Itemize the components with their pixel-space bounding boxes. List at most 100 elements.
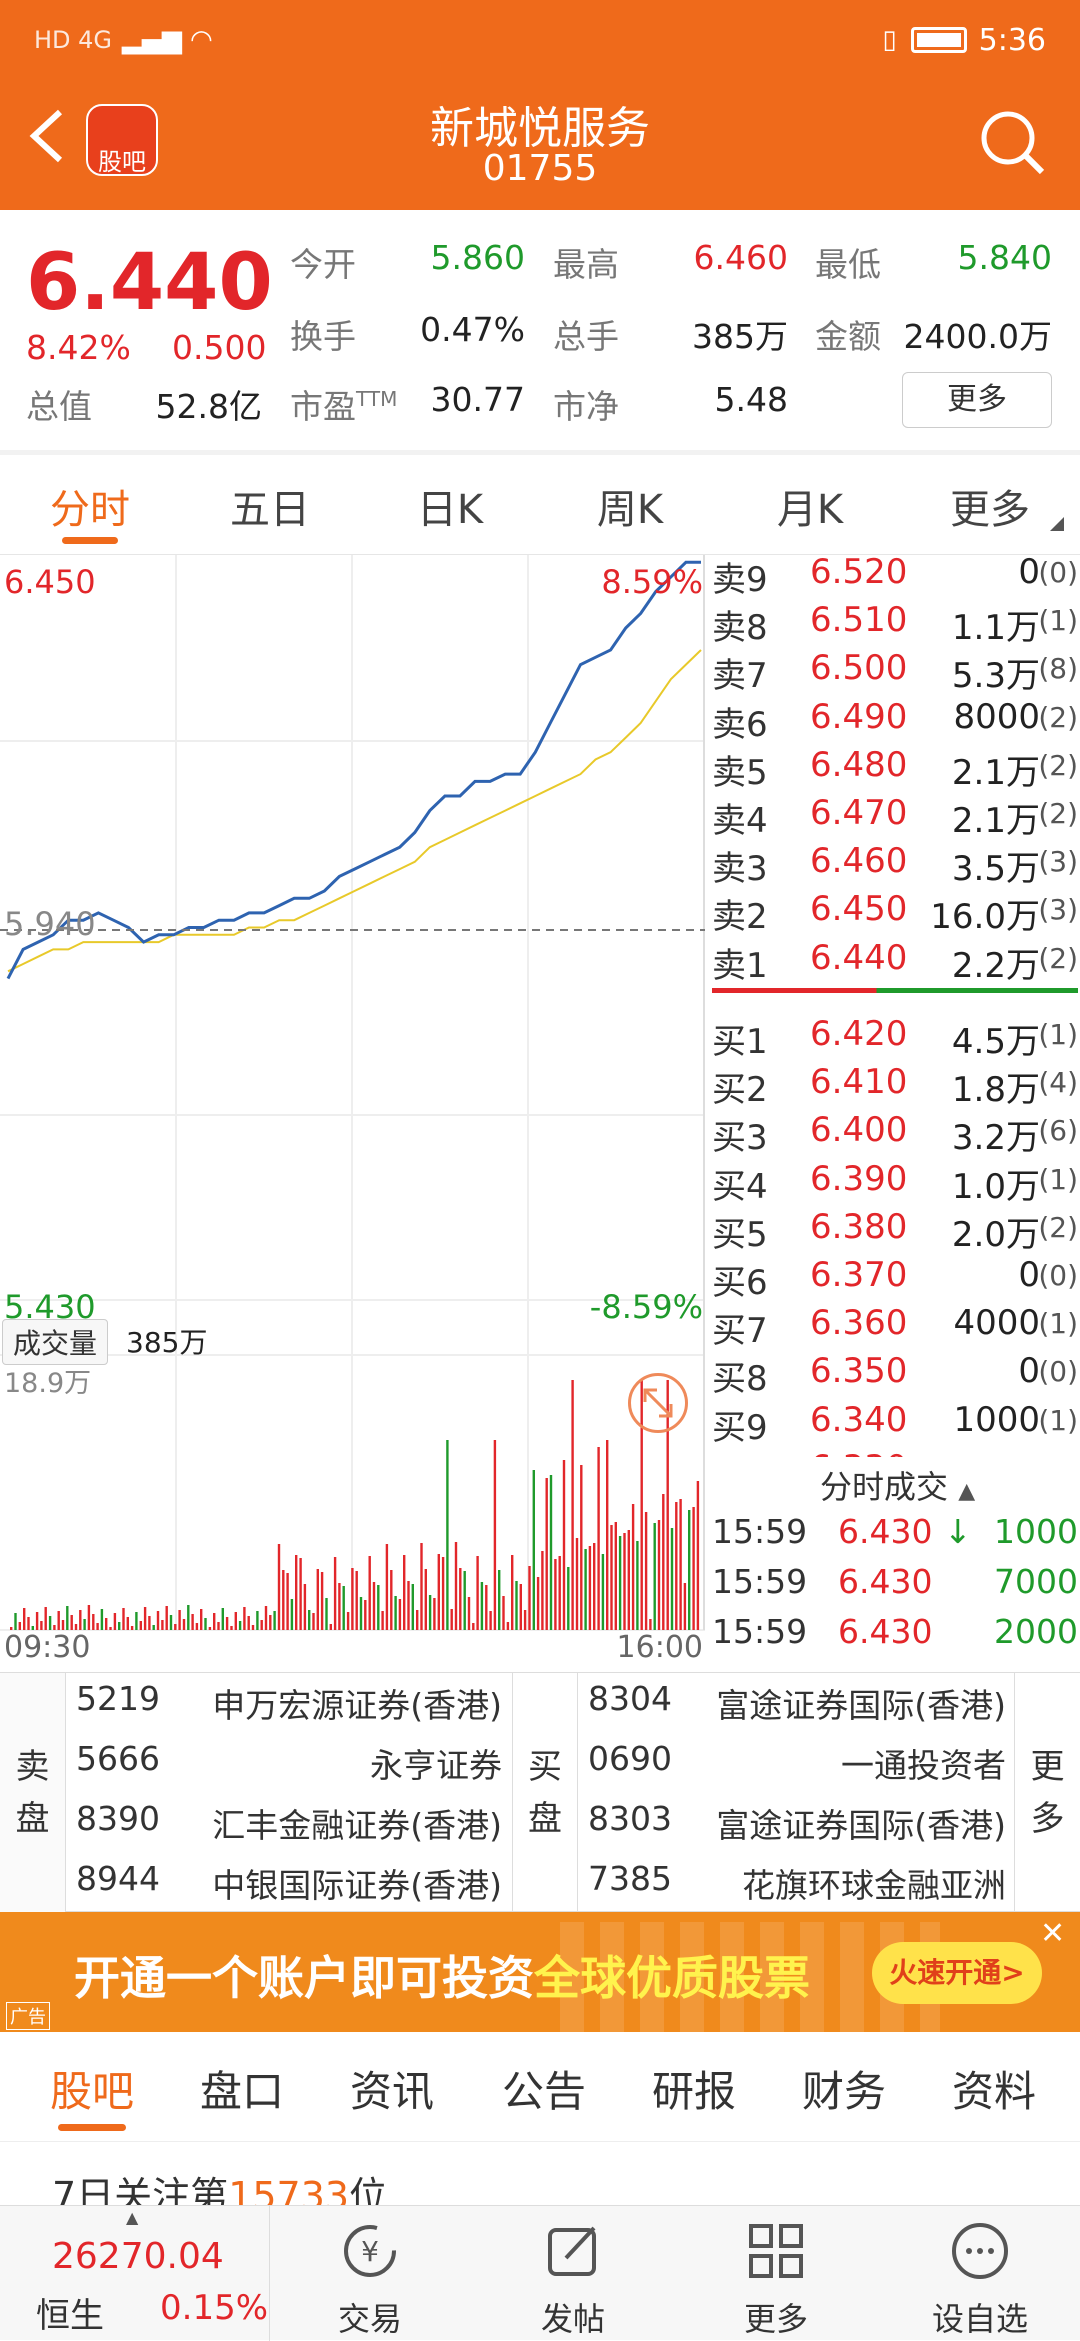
sell-broker-name[interactable]: 汇丰金融证券(香港) [212,1806,502,1845]
volume-bar [208,1627,212,1630]
ad-close-icon[interactable]: ✕ [1040,1916,1066,1951]
tab-finance[interactable]: 财务 [802,2067,887,2116]
search-button[interactable] [978,108,1048,178]
buy-broker-name[interactable]: 富途证券国际(香港) [716,1806,1006,1845]
tab-minute[interactable]: 分时 [50,487,130,533]
back-button[interactable] [22,106,72,166]
volume-bar [27,1617,30,1630]
volume-label-button[interactable]: 成交量 [2,1319,109,1365]
tab-research[interactable]: 研报 [652,2067,737,2116]
open-value: 5.860 [430,238,525,277]
ask-row[interactable]: 卖4 6.470 2.1万 (2) [710,793,1080,841]
x-end-label: 16:00 [616,1630,703,1665]
bid-row[interactable]: 买1 6.420 4.5万 (1) [710,1014,1080,1062]
tab-pankou[interactable]: 盘口 [200,2067,285,2116]
tab-more[interactable]: 更多 [950,487,1030,533]
tick-trades[interactable]: 分时成交 ▲ 15:59 6.430 ↓ 1000 15:59 6.430 7000 15:5… [710,1462,1080,1672]
sell-broker-name[interactable]: 申万宏源证券(香港) [212,1686,502,1725]
bid-row[interactable]: 买4 6.390 1.0万 (1) [710,1159,1080,1207]
guba-logo[interactable]: 股吧 [86,104,158,176]
bid-price: 6.410 [810,1062,908,1103]
tab-daily-k[interactable]: 日K [416,487,484,533]
ask-row[interactable]: 卖9 6.520 0 (0) [710,552,1080,600]
volume-bar [191,1614,194,1630]
bid-row[interactable]: 买7 6.360 4000 (1) [710,1303,1080,1351]
volume-bar [562,1460,566,1630]
rank-number: 15733 [228,2174,350,2205]
sell-broker-name[interactable]: 中银国际证券(香港) [212,1866,502,1905]
bid-vol: 4.5万 [951,1022,1040,1062]
broker-queue[interactable]: 卖 盘 买 盘 更 多 5219 申万宏源证券(香港) 5666 永亨证券 8390 汇丰… [0,1672,1080,1913]
ask-row[interactable]: 卖5 6.480 2.1万 (2) [710,745,1080,793]
tab-guba[interactable]: 股吧 [50,2067,135,2116]
trade-button[interactable]: ¥ 交易 [310,2216,430,2340]
tab-monthly-k[interactable]: 月K [776,487,844,533]
volume-bar [174,1624,177,1630]
bid-row[interactable]: 买3 6.400 3.2万 (6) [710,1110,1080,1158]
volume-bar [398,1599,402,1630]
bid-row[interactable]: 买9 6.340 1000 (1) [710,1400,1080,1448]
volume-bar [364,1600,367,1630]
ask-row[interactable]: 卖6 6.490 8000 (2) [710,697,1080,745]
sell-broker-name[interactable]: 永亨证券 [370,1746,502,1785]
volume-bar [169,1615,173,1630]
ask-cnt: (3) [1038,893,1078,927]
bid-label: 买10 [712,1448,789,1457]
volume-max-label: 18.9万 [4,1368,92,1399]
ad-open-button[interactable]: 火速开通> [872,1942,1042,2004]
volume-bar [454,1542,458,1630]
volume-bar [614,1522,617,1630]
total-value: 52.8亿 [155,387,262,426]
total-value-label: 总值 [26,387,92,426]
status-right: ▯ 5:36 [882,18,1046,62]
post-button[interactable]: 发帖 [513,2216,633,2340]
ask-row[interactable]: 卖1 6.440 2.2万 (2) [710,938,1080,986]
expand-chart-button[interactable] [628,1373,688,1433]
minute-chart[interactable]: 6.450 8.59% 5.940 5.430 -8.59% 成交量 385万 … [0,555,705,1670]
buy-broker-name[interactable]: 富途证券国际(香港) [716,1686,1006,1725]
volume-bar [79,1610,82,1630]
post-label: 发帖 [540,2300,605,2338]
ticks-title-text: 分时成交 [820,1468,949,1506]
buy-broker-name[interactable]: 花旗环球金融亚洲 [742,1866,1006,1905]
bid-row[interactable]: 买6 6.370 0 (0) [710,1255,1080,1303]
index-ticker[interactable]: ▲ 26270.04 恒生 0.15% [0,2206,270,2341]
caret-up-small-icon: ▲ [126,2208,139,2227]
volume-bar [618,1536,622,1630]
ask-label: 卖6 [712,704,768,745]
bid-row[interactable]: 买10 6.330 4.3万(3) [710,1448,1080,1457]
ask-row[interactable]: 卖3 6.460 3.5万 (3) [710,841,1080,889]
tab-profile[interactable]: 资料 [952,2067,1037,2116]
volume-bar [312,1613,315,1630]
ad-banner[interactable]: 开通一个账户即可投资全球优质股票 火速开通> ✕ 广告 [0,1912,1080,2032]
ask-row[interactable]: 卖8 6.510 1.1万 (1) [710,600,1080,648]
ask-row[interactable]: 卖2 6.450 16.0万 (3) [710,889,1080,937]
volume-bar [152,1625,155,1630]
volume-bar [688,1510,691,1630]
volume-bar [692,1507,695,1630]
volume-bar [450,1609,453,1630]
pb-value: 5.48 [714,380,788,419]
tab-five-day[interactable]: 五日 [230,487,310,533]
edit-icon [548,2226,596,2276]
more-button[interactable]: 更多 [716,2216,836,2340]
bid-row[interactable]: 买8 6.350 0 (0) [710,1351,1080,1399]
buy-broker-name[interactable]: 一通投资者 [841,1746,1006,1785]
add-watchlist-button[interactable]: 设自选 [920,2216,1040,2340]
tab-weekly-k[interactable]: 周K [596,487,664,533]
brokers-more-button[interactable]: 更 多 [1014,1673,1080,1913]
chevron-left-icon [29,109,63,163]
tab-announcements[interactable]: 公告 [502,2067,587,2116]
volume-bar [381,1611,384,1630]
bid-row[interactable]: 买5 6.380 2.0万 (2) [710,1207,1080,1255]
tick-row: 15:59 6.430 ↓ 1000 [710,1512,1080,1562]
ask-label: 卖2 [712,897,768,938]
more-quote-button[interactable]: 更多 [902,372,1052,428]
volume-bar [511,1555,514,1630]
tab-news[interactable]: 资讯 [350,2067,435,2116]
amount-value: 2400.0万 [903,317,1052,356]
sell-side-label: 卖 盘 [0,1673,66,1913]
ask-row[interactable]: 卖7 6.500 5.3万 (8) [710,648,1080,696]
sell-broker-id: 8944 [76,1859,160,1898]
bid-row[interactable]: 买2 6.410 1.8万 (4) [710,1062,1080,1110]
